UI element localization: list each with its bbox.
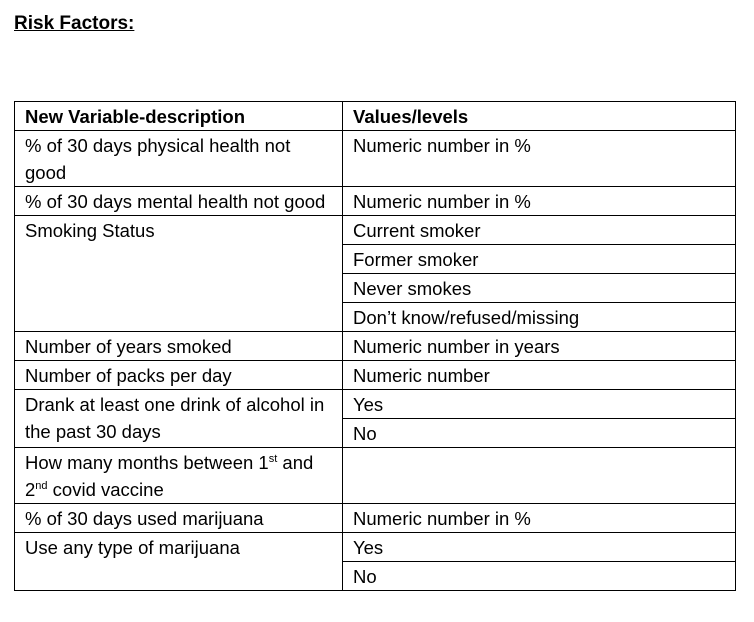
table-row: Never smokes [15, 273, 736, 303]
table-row: How many months between 1st and 2nd covi… [14, 447, 736, 504]
table-row: Use any type of marijuana Yes [14, 532, 736, 591]
row-label-marijuana-any: Use any type of marijuana [14, 532, 343, 591]
table-row: % of 30 days used marijuana Numeric numb… [14, 503, 736, 533]
table-row: Smoking Status Current smoker [14, 215, 736, 332]
row-label-years-smoked: Number of years smoked [14, 331, 343, 361]
table-row: No [15, 418, 736, 448]
row-label-smoking-status: Smoking Status [14, 215, 343, 332]
row-value-smoking-current: Current smoker [342, 215, 736, 245]
row-value-alcohol-yes: Yes [342, 389, 736, 419]
row-label-physical-health: % of 30 days physical health not good [14, 130, 343, 187]
page-heading: Risk Factors: [14, 13, 135, 34]
row-value-physical-health: Numeric number in % [342, 130, 736, 187]
table-row: Number of years smoked Numeric number in… [14, 331, 736, 361]
row-label-alcohol: Drank at least one drink of alcohol in t… [14, 389, 343, 448]
row-value-alcohol-no: No [342, 418, 736, 448]
row-label-covid-vaccine: How many months between 1st and 2nd covi… [14, 447, 343, 504]
table-header-row: New Variable-description Values/levels [14, 101, 736, 131]
covid-label-sup2: nd [35, 479, 48, 492]
row-label-mental-health: % of 30 days mental health not good [14, 186, 343, 216]
row-value-covid-vaccine [342, 447, 736, 504]
covid-label-part2: and 2 [25, 452, 314, 500]
row-value-smoking-never: Never smokes [342, 273, 736, 303]
column-header-values: Values/levels [342, 101, 736, 131]
row-value-marijuana-days: Numeric number in % [342, 503, 736, 533]
row-value-packs-per-day: Numeric number [342, 360, 736, 390]
covid-label-part3: covid vaccine [47, 479, 164, 500]
row-label-packs-per-day: Number of packs per day [14, 360, 343, 390]
row-value-mental-health: Numeric number in % [342, 186, 736, 216]
table-row: Drank at least one drink of alcohol in t… [14, 389, 736, 448]
table-row: Former smoker [15, 244, 736, 274]
table-row: Number of packs per day Numeric number [14, 360, 736, 390]
row-value-smoking-former: Former smoker [342, 244, 736, 274]
row-value-marijuana-no: No [342, 561, 736, 591]
risk-factors-table: New Variable-description Values/levels %… [14, 101, 736, 591]
row-label-marijuana-days: % of 30 days used marijuana [14, 503, 343, 533]
table-row: % of 30 days mental health not good Nume… [14, 186, 736, 216]
row-value-smoking-missing: Don’t know/refused/missing [342, 302, 736, 332]
covid-label-part1: How many months between 1 [25, 452, 269, 473]
table-row: No [15, 561, 736, 591]
column-header-variable: New Variable-description [14, 101, 343, 131]
table-row: % of 30 days physical health not good Nu… [14, 130, 736, 187]
covid-label-sup1: st [268, 452, 278, 465]
row-value-marijuana-yes: Yes [342, 532, 736, 562]
row-value-years-smoked: Numeric number in years [342, 331, 736, 361]
